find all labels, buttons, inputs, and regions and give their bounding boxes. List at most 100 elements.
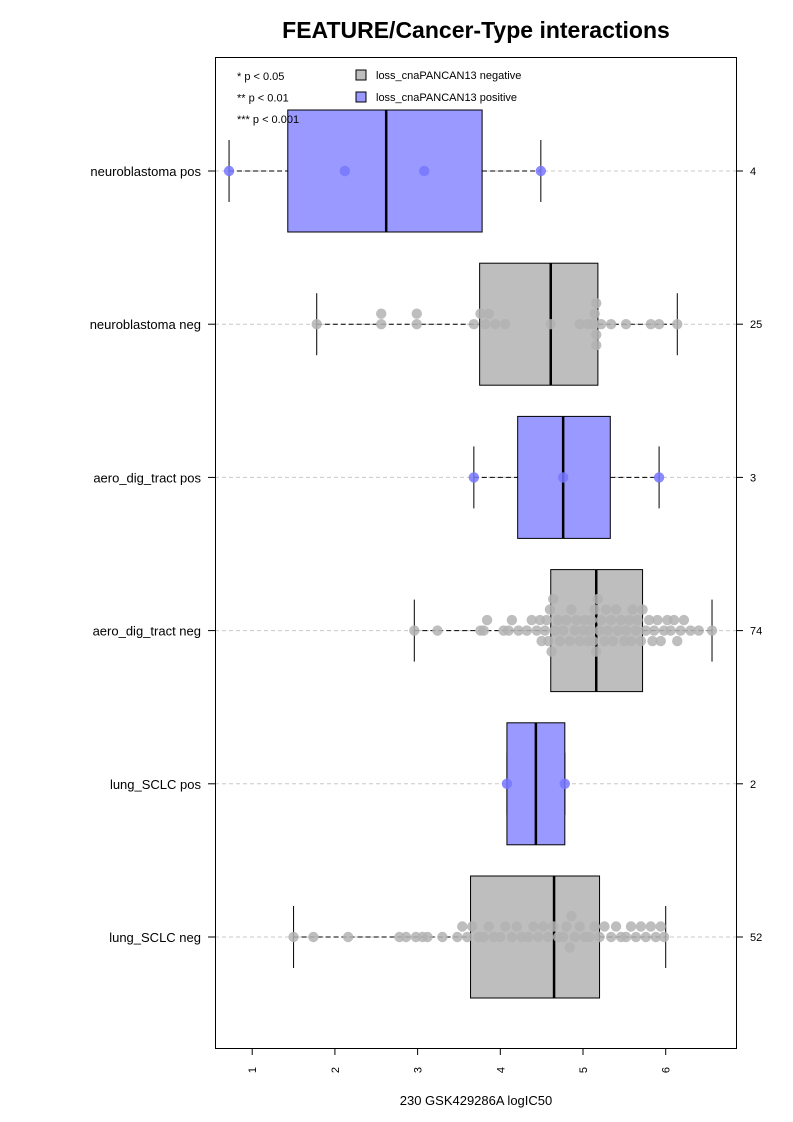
legend-significance: * p < 0.05 [237,71,284,83]
data-point [541,614,552,626]
data-point [600,604,612,615]
data-point [591,646,602,657]
data-point [605,931,617,943]
data-point [645,921,657,932]
data-point [548,593,559,605]
data-point [620,319,632,330]
data-point [653,472,665,483]
data-point [589,604,600,615]
data-point [592,593,604,605]
category-label: neuroblastoma pos [90,164,201,179]
data-point [552,614,564,626]
data-point [376,319,387,330]
data-point [503,625,514,636]
data-point [665,625,676,636]
data-point [586,614,597,626]
data-point [557,625,569,636]
data-point [376,308,387,319]
category-label: lung_SCLC pos [110,777,202,792]
data-point [546,646,557,657]
data-point [466,921,478,932]
legend-significance: ** p < 0.01 [237,93,289,105]
data-point [521,625,532,636]
data-point [419,165,430,177]
data-point [559,778,571,789]
data-point [549,625,561,636]
data-point [630,625,642,636]
data-point [652,614,663,626]
category-label: lung_SCLC neg [109,930,201,945]
x-tick-label: 5 [578,1067,590,1073]
data-point [584,625,595,636]
data-point [478,931,489,943]
data-point [523,931,534,943]
count-label: 52 [750,932,762,944]
data-point [655,635,666,647]
data-point [643,614,655,626]
data-point [544,604,556,615]
data-point [506,931,518,943]
data-point [591,329,602,340]
data-point [342,931,354,943]
count-label: 4 [750,166,756,178]
data-point [584,931,595,943]
data-point [678,614,690,626]
data-point [589,921,600,932]
data-point [574,319,585,330]
data-point [543,635,554,647]
data-point [564,942,575,953]
data-point [483,921,494,932]
data-point [587,319,599,330]
data-point [475,308,486,319]
data-point [531,625,542,636]
data-point [605,614,617,626]
data-point [625,921,637,932]
data-point [543,931,554,943]
data-point [483,308,494,319]
data-point [569,931,580,943]
data-point [411,308,422,319]
data-point [620,625,632,636]
data-point [596,319,607,330]
data-point [685,625,696,636]
data-point [545,319,556,330]
data-point [571,614,582,626]
data-point [566,604,577,615]
data-point [693,625,704,636]
data-point [591,298,602,309]
data-point [637,604,648,615]
x-tick-label: 3 [413,1067,425,1073]
data-point [625,635,637,647]
count-label: 3 [750,472,756,484]
category-label: aero_dig_tract neg [93,624,201,639]
data-point [632,614,643,626]
data-point [599,921,610,932]
data-point [566,910,577,922]
data-point [635,635,647,647]
legend: * p < 0.05 ** p < 0.01 *** p < 0.001 loss_c… [237,69,521,126]
legend-significance: *** p < 0.001 [237,114,299,126]
data-point [308,931,319,943]
data-point [635,921,647,932]
data-point [561,921,572,932]
count-label: 74 [750,626,762,638]
data-point [672,319,683,330]
data-point [539,625,551,636]
data-point [607,635,618,647]
data-point [468,319,480,330]
data-point [437,931,448,943]
data-point [432,625,443,636]
data-point [561,614,572,626]
category-label: aero_dig_tract pos [93,470,201,485]
plot-frame [215,57,737,1049]
data-point [645,319,657,330]
data-point [339,165,351,177]
x-tick-label: 4 [495,1067,507,1073]
data-point [557,472,569,483]
x-tick-label: 2 [330,1067,342,1073]
legend-swatch [355,69,367,81]
data-point [411,319,422,330]
data-point [548,921,559,932]
data-point [574,635,585,647]
